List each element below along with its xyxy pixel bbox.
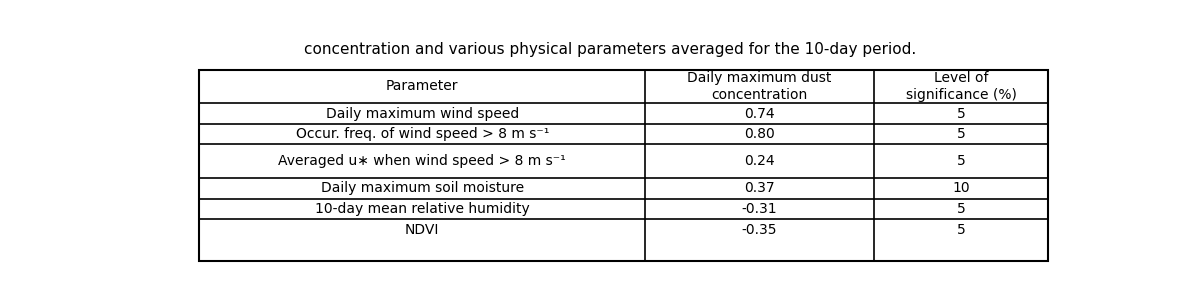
Text: 10: 10 [952, 181, 970, 195]
Text: -0.31: -0.31 [741, 202, 777, 216]
Text: Parameter: Parameter [386, 79, 458, 93]
Text: 5: 5 [957, 107, 965, 120]
Text: Daily maximum wind speed: Daily maximum wind speed [326, 107, 519, 120]
Bar [200, 70, 1048, 261]
Text: 0.80: 0.80 [744, 127, 775, 141]
Text: Daily maximum soil moisture: Daily maximum soil moisture [320, 181, 524, 195]
Text: Occur. freq. of wind speed > 8 m s⁻¹: Occur. freq. of wind speed > 8 m s⁻¹ [295, 127, 549, 141]
Text: concentration and various physical parameters averaged for the 10-day period.: concentration and various physical param… [303, 42, 916, 57]
Text: Level of
significance (%): Level of significance (%) [906, 71, 1016, 102]
Text: Averaged u∗ when wind speed > 8 m s⁻¹: Averaged u∗ when wind speed > 8 m s⁻¹ [278, 154, 566, 168]
Text: NDVI: NDVI [405, 222, 439, 237]
Text: 5: 5 [957, 222, 965, 237]
Text: 0.37: 0.37 [744, 181, 775, 195]
Text: 10-day mean relative humidity: 10-day mean relative humidity [315, 202, 530, 216]
Text: 0.24: 0.24 [744, 154, 775, 168]
Text: 0.74: 0.74 [744, 107, 775, 120]
Text: 5: 5 [957, 202, 965, 216]
Text: -0.35: -0.35 [741, 222, 777, 237]
Text: 5: 5 [957, 127, 965, 141]
Text: Daily maximum dust
concentration: Daily maximum dust concentration [688, 71, 832, 102]
Text: 5: 5 [957, 154, 965, 168]
